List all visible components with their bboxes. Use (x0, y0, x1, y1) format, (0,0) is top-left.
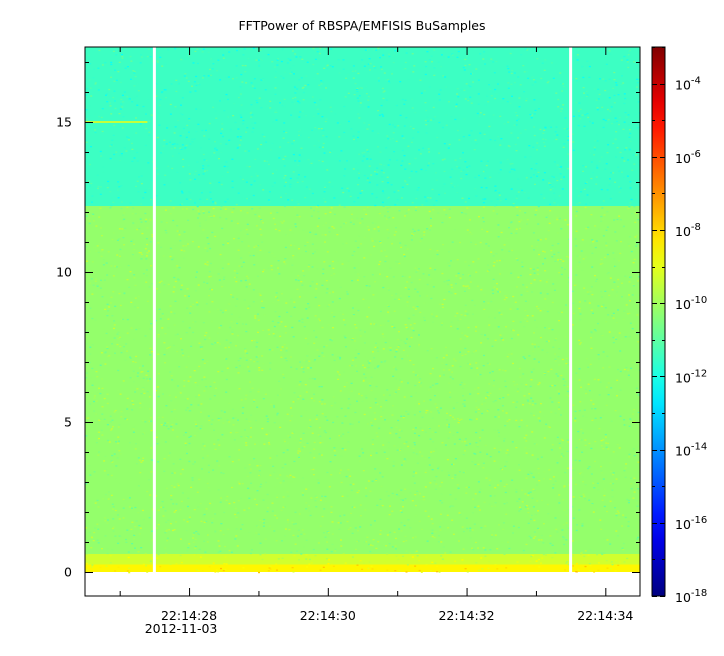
colorbar-tick-label: 10-10 (675, 295, 707, 312)
y-tick-label: 5 (64, 415, 72, 430)
colorbar-tick-label: 10-8 (675, 222, 701, 239)
colorbar-gradient (651, 46, 666, 597)
chart-title: FFTPower of RBSPA/EMFISIS BuSamples (238, 18, 485, 33)
colorbar-tick-label: 10-18 (675, 588, 707, 605)
colorbar-tick-label: 10-14 (675, 442, 707, 459)
y-tick-label: 0 (64, 565, 72, 580)
noise-texture (85, 47, 640, 574)
x-tick-label: 22:14:30 (300, 608, 356, 623)
colorbar: 10-18 10-16 10-14 10-12 10-10 10-8 10-6 10-4 (651, 46, 707, 605)
y-tick-label: 15 (56, 115, 72, 130)
y-tick-label: 10 (56, 265, 72, 280)
power-band (85, 564, 640, 572)
plot-frame (84, 46, 641, 597)
colorbar-tick-label: 10-4 (675, 76, 701, 93)
x-tick-label: 22:14:28 (161, 608, 217, 623)
colorbar-tick-label: 10-6 (675, 149, 701, 166)
data-gap (152, 47, 156, 572)
power-band (85, 47, 640, 206)
colorbar-tick-label: 10-12 (675, 368, 707, 385)
data-gap (569, 47, 573, 572)
colorbar-tick-label: 10-16 (675, 515, 707, 532)
power-band (85, 554, 640, 565)
x-tick-date-label: 2012-11-03 (145, 621, 218, 636)
x-tick-label: 22:14:32 (438, 608, 494, 623)
spectrogram-image (85, 47, 640, 574)
x-tick-label: 22:14:34 (577, 608, 633, 623)
spectral-line (85, 121, 148, 123)
